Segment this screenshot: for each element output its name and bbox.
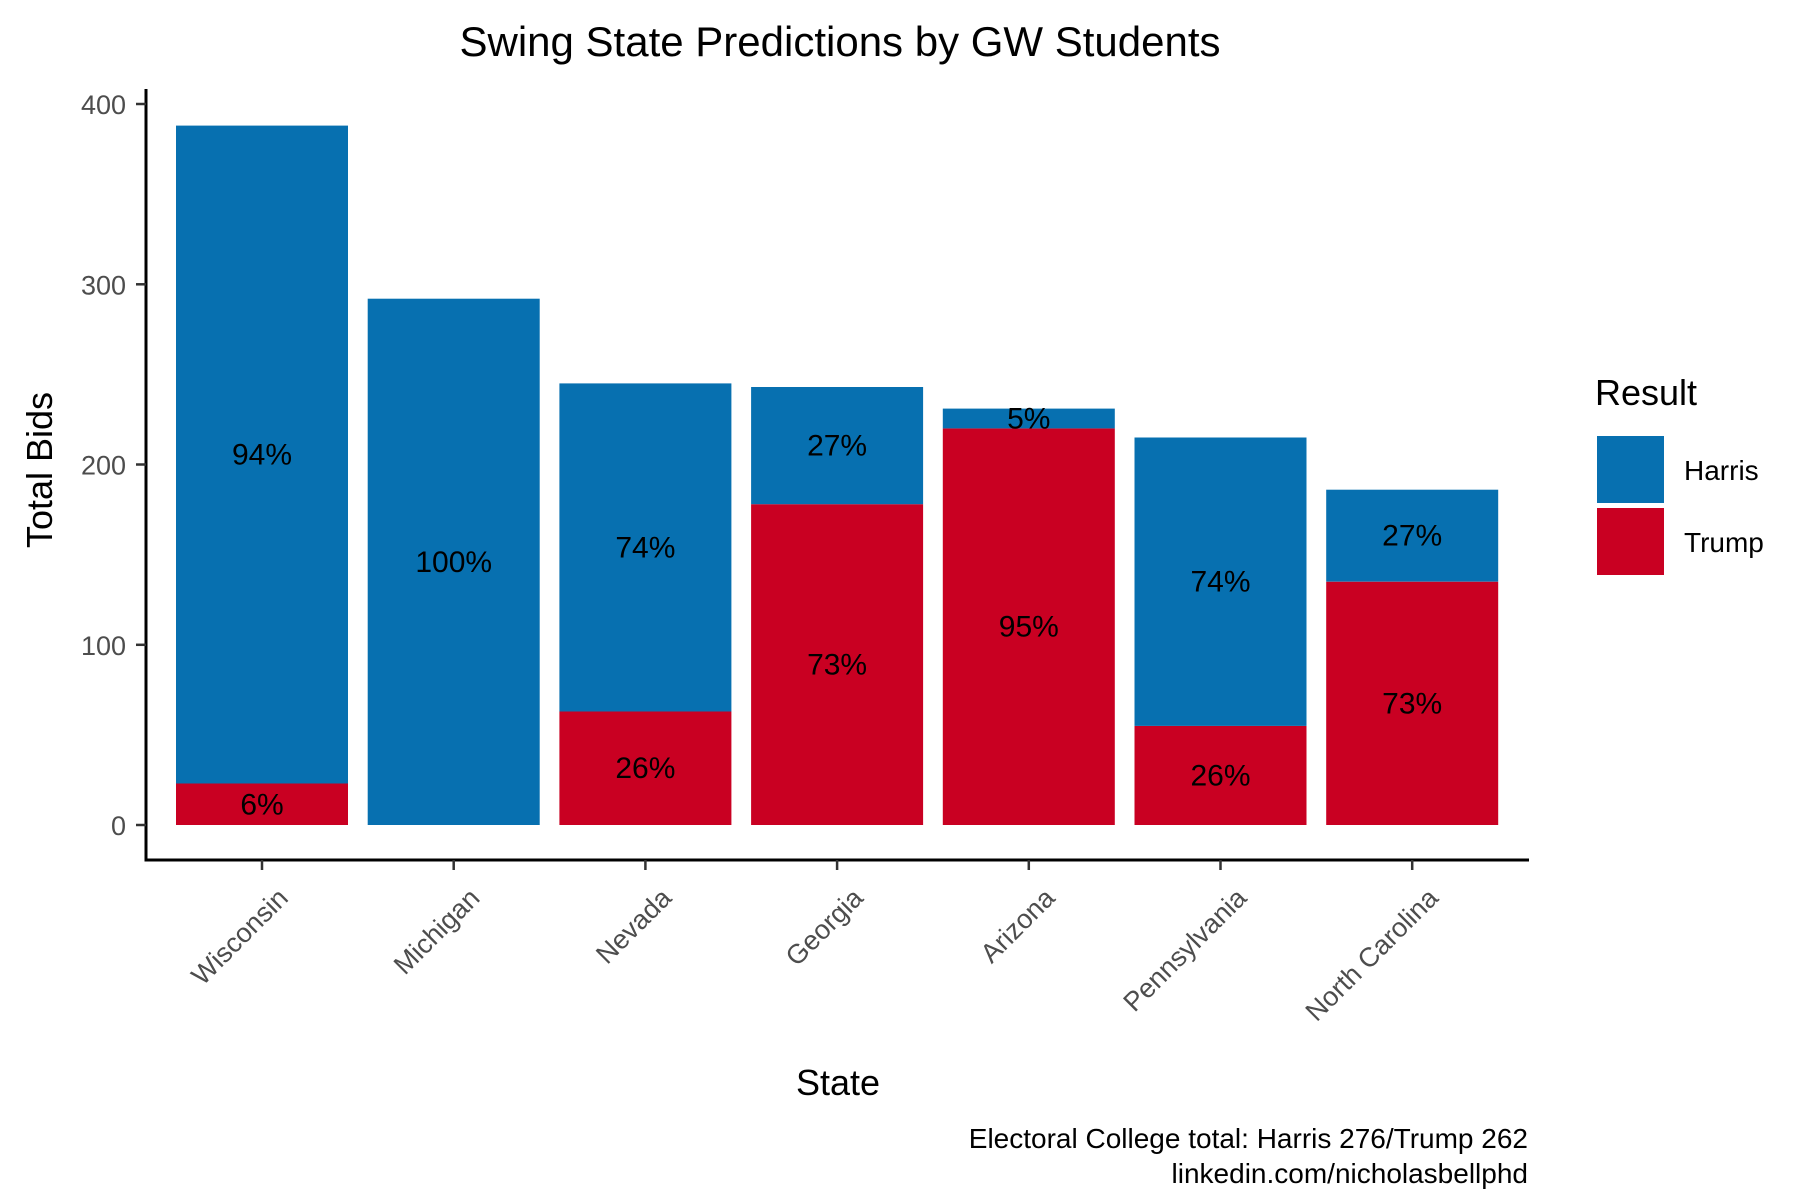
bars-layer — [176, 125, 1499, 825]
y-axis-title: Total Bids — [19, 392, 60, 548]
bar-label-georgia-trump: 73% — [807, 649, 867, 682]
bar-label-wisconsin-harris: 94% — [232, 439, 292, 472]
bar-label-michigan-harris: 100% — [415, 546, 492, 579]
bar-arizona-trump — [942, 428, 1115, 825]
bar-pennsylvania-trump — [1134, 725, 1307, 825]
bar-wisconsin-trump — [176, 783, 348, 825]
bar-labels-layer: 6% 94% 100% 26% 74% 73% 27% 95% 5% 26% 74% 73% 27% — [232, 403, 1442, 822]
legend-key-harris — [1597, 436, 1664, 503]
x-tick-label-michigan: Michigan — [388, 883, 486, 981]
chart-title: Swing State Predictions by GW Students — [459, 18, 1220, 65]
x-tick-label-north-carolina: North Carolina — [1300, 882, 1445, 1027]
caption-line-2: linkedin.com/nicholasbellphd — [1172, 1158, 1528, 1189]
legend-label-harris: Harris — [1684, 455, 1759, 486]
legend: Result Harris Trump — [1595, 372, 1764, 575]
x-ticks: Wisconsin Michigan Nevada Georgia Arizona Pen… — [186, 860, 1445, 1027]
legend-label-trump: Trump — [1684, 527, 1764, 558]
bar-label-nevada-harris: 74% — [615, 531, 675, 564]
bar-nevada-harris — [559, 383, 732, 712]
bar-label-arizona-harris: 5% — [1007, 403, 1050, 436]
y-tick-label: 300 — [81, 270, 126, 300]
bar-label-georgia-harris: 27% — [807, 430, 867, 463]
bar-wisconsin-harris — [176, 125, 348, 784]
caption-line-1: Electoral College total: Harris 276/Trum… — [969, 1123, 1528, 1154]
bar-label-pennsylvania-harris: 74% — [1190, 566, 1250, 599]
bar-michigan-harris — [367, 298, 540, 825]
bar-north-carolina-trump — [1326, 581, 1499, 825]
bar-north-carolina-harris — [1326, 489, 1499, 582]
x-tick-label-georgia: Georgia — [780, 882, 870, 972]
bar-georgia-harris — [751, 387, 924, 505]
x-tick-label-pennsylvania: Pennsylvania — [1118, 882, 1253, 1017]
bar-pennsylvania-harris — [1134, 437, 1307, 726]
bar-label-wisconsin-trump: 6% — [240, 788, 283, 821]
x-axis-title: State — [796, 1062, 880, 1103]
y-ticks: 0 100 200 300 400 — [81, 90, 146, 841]
x-tick-label-arizona: Arizona — [975, 882, 1062, 969]
legend-key-trump — [1597, 508, 1664, 575]
x-tick-label-wisconsin: Wisconsin — [186, 883, 294, 991]
y-tick-label: 100 — [81, 631, 126, 661]
bar-label-pennsylvania-trump: 26% — [1190, 759, 1250, 792]
bar-nevada-trump — [559, 711, 732, 825]
bar-label-nevada-trump: 26% — [615, 752, 675, 785]
y-tick-label: 0 — [111, 811, 126, 841]
bar-label-north-carolina-harris: 27% — [1382, 520, 1442, 553]
y-tick-label: 400 — [81, 90, 126, 120]
y-tick-label: 200 — [81, 451, 126, 481]
bar-label-arizona-trump: 95% — [999, 611, 1059, 644]
bar-label-north-carolina-trump: 73% — [1382, 687, 1442, 720]
legend-title: Result — [1595, 372, 1697, 413]
bar-arizona-harris — [942, 408, 1115, 429]
bar-georgia-trump — [751, 504, 924, 825]
x-tick-label-nevada: Nevada — [590, 882, 678, 970]
